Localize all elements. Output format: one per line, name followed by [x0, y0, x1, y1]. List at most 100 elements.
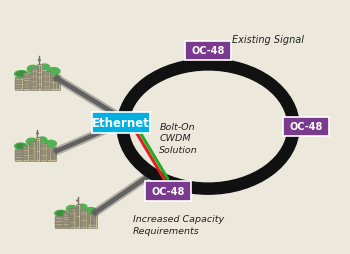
FancyBboxPatch shape [34, 87, 36, 89]
FancyBboxPatch shape [34, 85, 36, 87]
FancyBboxPatch shape [93, 215, 96, 217]
FancyBboxPatch shape [38, 143, 39, 145]
FancyBboxPatch shape [93, 221, 96, 223]
FancyBboxPatch shape [30, 147, 32, 149]
FancyBboxPatch shape [47, 148, 56, 161]
FancyBboxPatch shape [34, 75, 36, 77]
FancyBboxPatch shape [93, 219, 96, 221]
FancyBboxPatch shape [43, 72, 46, 74]
FancyBboxPatch shape [31, 82, 33, 84]
FancyBboxPatch shape [38, 69, 39, 71]
FancyBboxPatch shape [70, 209, 72, 211]
FancyBboxPatch shape [31, 70, 33, 72]
Ellipse shape [16, 145, 26, 149]
FancyBboxPatch shape [36, 154, 37, 156]
FancyBboxPatch shape [36, 156, 37, 158]
Text: OC-48: OC-48 [289, 122, 322, 132]
FancyBboxPatch shape [24, 87, 30, 88]
FancyBboxPatch shape [15, 78, 22, 80]
Ellipse shape [15, 71, 28, 78]
FancyBboxPatch shape [32, 154, 34, 156]
FancyBboxPatch shape [30, 154, 32, 156]
FancyBboxPatch shape [24, 78, 30, 79]
FancyBboxPatch shape [88, 217, 90, 219]
FancyBboxPatch shape [84, 218, 86, 220]
FancyBboxPatch shape [43, 75, 46, 77]
FancyBboxPatch shape [76, 204, 80, 228]
FancyBboxPatch shape [78, 208, 79, 210]
FancyBboxPatch shape [30, 145, 32, 147]
FancyBboxPatch shape [63, 216, 69, 218]
FancyBboxPatch shape [23, 156, 28, 157]
FancyBboxPatch shape [43, 149, 46, 151]
FancyBboxPatch shape [41, 158, 43, 161]
FancyBboxPatch shape [29, 141, 35, 161]
FancyBboxPatch shape [84, 211, 86, 213]
Ellipse shape [38, 60, 40, 61]
FancyBboxPatch shape [78, 210, 79, 212]
FancyBboxPatch shape [15, 89, 22, 90]
FancyBboxPatch shape [63, 215, 69, 216]
FancyBboxPatch shape [41, 149, 43, 151]
FancyBboxPatch shape [46, 72, 49, 74]
FancyBboxPatch shape [24, 83, 30, 85]
FancyBboxPatch shape [40, 76, 41, 78]
FancyBboxPatch shape [78, 212, 79, 214]
FancyBboxPatch shape [76, 212, 77, 214]
FancyBboxPatch shape [54, 79, 56, 81]
FancyBboxPatch shape [40, 66, 41, 68]
FancyBboxPatch shape [34, 80, 36, 82]
FancyBboxPatch shape [93, 217, 96, 219]
FancyBboxPatch shape [15, 150, 22, 161]
FancyBboxPatch shape [50, 159, 53, 161]
FancyBboxPatch shape [38, 154, 39, 156]
FancyBboxPatch shape [81, 225, 83, 227]
Ellipse shape [26, 139, 37, 145]
FancyBboxPatch shape [50, 154, 53, 156]
FancyBboxPatch shape [50, 148, 53, 150]
FancyBboxPatch shape [50, 76, 53, 78]
FancyBboxPatch shape [72, 214, 75, 216]
FancyBboxPatch shape [40, 71, 41, 73]
Text: Increased Capacity
Requirements: Increased Capacity Requirements [133, 214, 224, 235]
FancyBboxPatch shape [38, 88, 39, 90]
FancyBboxPatch shape [55, 216, 62, 228]
FancyBboxPatch shape [76, 219, 77, 221]
FancyBboxPatch shape [43, 88, 46, 90]
FancyBboxPatch shape [38, 85, 39, 87]
FancyBboxPatch shape [78, 219, 79, 221]
FancyBboxPatch shape [50, 157, 53, 158]
FancyBboxPatch shape [43, 80, 46, 82]
FancyBboxPatch shape [53, 148, 56, 150]
FancyBboxPatch shape [38, 78, 39, 80]
FancyBboxPatch shape [30, 151, 32, 153]
Ellipse shape [66, 206, 77, 212]
Text: Existing Signal: Existing Signal [232, 35, 304, 45]
FancyBboxPatch shape [63, 226, 69, 228]
FancyBboxPatch shape [23, 145, 29, 161]
Text: OC-48: OC-48 [191, 46, 225, 56]
FancyBboxPatch shape [69, 208, 75, 228]
FancyBboxPatch shape [43, 156, 46, 158]
FancyBboxPatch shape [48, 157, 50, 158]
FancyBboxPatch shape [38, 73, 39, 75]
FancyBboxPatch shape [50, 88, 53, 90]
Ellipse shape [77, 200, 78, 201]
Ellipse shape [27, 66, 38, 73]
FancyBboxPatch shape [78, 215, 79, 216]
FancyBboxPatch shape [50, 83, 53, 85]
FancyBboxPatch shape [41, 154, 43, 156]
FancyBboxPatch shape [38, 158, 39, 161]
Ellipse shape [37, 133, 38, 134]
FancyBboxPatch shape [54, 88, 56, 90]
FancyBboxPatch shape [91, 215, 93, 217]
FancyBboxPatch shape [40, 88, 41, 90]
FancyBboxPatch shape [30, 142, 32, 144]
FancyBboxPatch shape [145, 182, 191, 201]
FancyBboxPatch shape [70, 221, 72, 223]
FancyBboxPatch shape [84, 223, 86, 225]
FancyBboxPatch shape [31, 72, 33, 75]
FancyBboxPatch shape [80, 211, 87, 228]
Ellipse shape [55, 211, 67, 216]
FancyBboxPatch shape [50, 150, 53, 152]
